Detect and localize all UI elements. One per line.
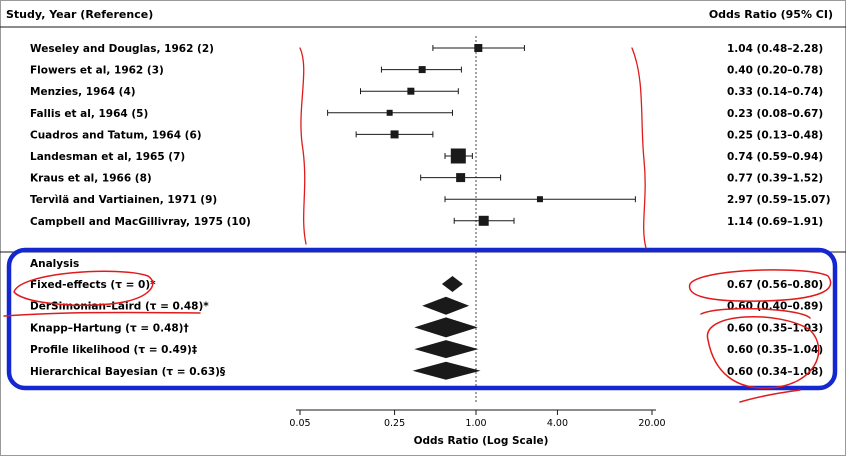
analysis-or-value: 0.60 (0.35–1.03) bbox=[727, 322, 823, 334]
x-tick-label: 20.00 bbox=[638, 418, 665, 429]
study-or-value: 1.14 (0.69–1.91) bbox=[727, 216, 823, 228]
analysis-label: Knapp–Hartung (τ = 0.48)† bbox=[30, 322, 189, 334]
study-point bbox=[478, 215, 489, 226]
study-point bbox=[407, 87, 415, 95]
header-odds-ratio: Odds Ratio (95% CI) bbox=[709, 8, 833, 21]
circle-fixed-effects bbox=[13, 270, 154, 306]
circle-remaining-ci bbox=[706, 316, 820, 389]
study-label: Cuadros and Tatum, 1964 (6) bbox=[30, 129, 202, 141]
analysis-or-value: 0.60 (0.34–1.08) bbox=[727, 366, 823, 378]
study-point bbox=[536, 196, 543, 203]
strike-dl-ci bbox=[700, 307, 811, 319]
study-or-value: 0.33 (0.14–0.74) bbox=[727, 86, 823, 98]
study-point bbox=[386, 109, 393, 116]
analysis-label: Profile likelihood (τ = 0.49)‡ bbox=[30, 344, 197, 356]
study-or-value: 0.77 (0.39–1.52) bbox=[727, 173, 823, 185]
analysis-label: DerSimonian–Laird (τ = 0.48)* bbox=[30, 301, 209, 313]
header-study: Study, Year (Reference) bbox=[6, 8, 153, 21]
analysis-or-value: 0.60 (0.40–0.89) bbox=[727, 301, 823, 313]
study-label: Campbell and MacGillivray, 1975 (10) bbox=[30, 216, 251, 228]
study-point bbox=[418, 66, 426, 74]
bracket-left bbox=[299, 47, 307, 245]
analysis-or-value: 0.67 (0.56–0.80) bbox=[727, 279, 823, 291]
study-label: Tervìlä and Vartiainen, 1971 (9) bbox=[30, 194, 217, 206]
analysis-diamond bbox=[422, 296, 470, 315]
study-or-value: 0.25 (0.13–0.48) bbox=[727, 129, 823, 141]
annotation-layer bbox=[3, 47, 838, 403]
analysis-label: Fixed-effects (τ = 0)* bbox=[30, 279, 156, 291]
circle-fixed-ci bbox=[688, 269, 832, 302]
study-label: Weseley and Douglas, 1962 (2) bbox=[30, 43, 214, 55]
study-or-value: 2.97 (0.59–15.07) bbox=[727, 194, 831, 206]
analysis-label: Hierarchical Bayesian (τ = 0.63)§ bbox=[30, 366, 226, 378]
study-label: Landesman et al, 1965 (7) bbox=[30, 151, 185, 163]
study-point bbox=[456, 173, 466, 183]
study-point bbox=[474, 44, 483, 52]
study-point bbox=[390, 130, 399, 139]
study-or-value: 0.74 (0.59–0.94) bbox=[727, 151, 823, 163]
x-axis-label: Odds Ratio (Log Scale) bbox=[414, 435, 549, 447]
analysis-diamond bbox=[412, 361, 481, 380]
study-or-value: 0.40 (0.20–0.78) bbox=[727, 65, 823, 77]
highlight-box bbox=[6, 247, 838, 391]
x-tick-label: 0.25 bbox=[384, 418, 405, 429]
study-or-value: 1.04 (0.48–2.28) bbox=[727, 43, 823, 55]
analysis-or-value: 0.60 (0.35–1.04) bbox=[727, 344, 823, 356]
study-label: Fallis et al, 1964 (5) bbox=[30, 108, 148, 120]
analysis-diamond bbox=[414, 340, 479, 359]
x-tick-label: 4.00 bbox=[547, 418, 568, 429]
x-tick-label: 0.05 bbox=[289, 418, 310, 429]
analysis-header: Analysis bbox=[30, 258, 79, 270]
study-label: Menzies, 1964 (4) bbox=[30, 86, 136, 98]
x-tick-label: 1.00 bbox=[465, 418, 486, 429]
annotation-tail bbox=[739, 389, 801, 403]
study-label: Kraus et al, 1966 (8) bbox=[30, 173, 152, 185]
study-or-value: 0.23 (0.08–0.67) bbox=[727, 108, 823, 120]
analysis-diamond bbox=[414, 317, 478, 338]
study-point bbox=[450, 148, 466, 164]
study-label: Flowers et al, 1962 (3) bbox=[30, 65, 164, 77]
bracket-right bbox=[631, 47, 647, 249]
underline-dersimonian bbox=[3, 311, 201, 317]
analysis-diamond bbox=[441, 276, 463, 292]
